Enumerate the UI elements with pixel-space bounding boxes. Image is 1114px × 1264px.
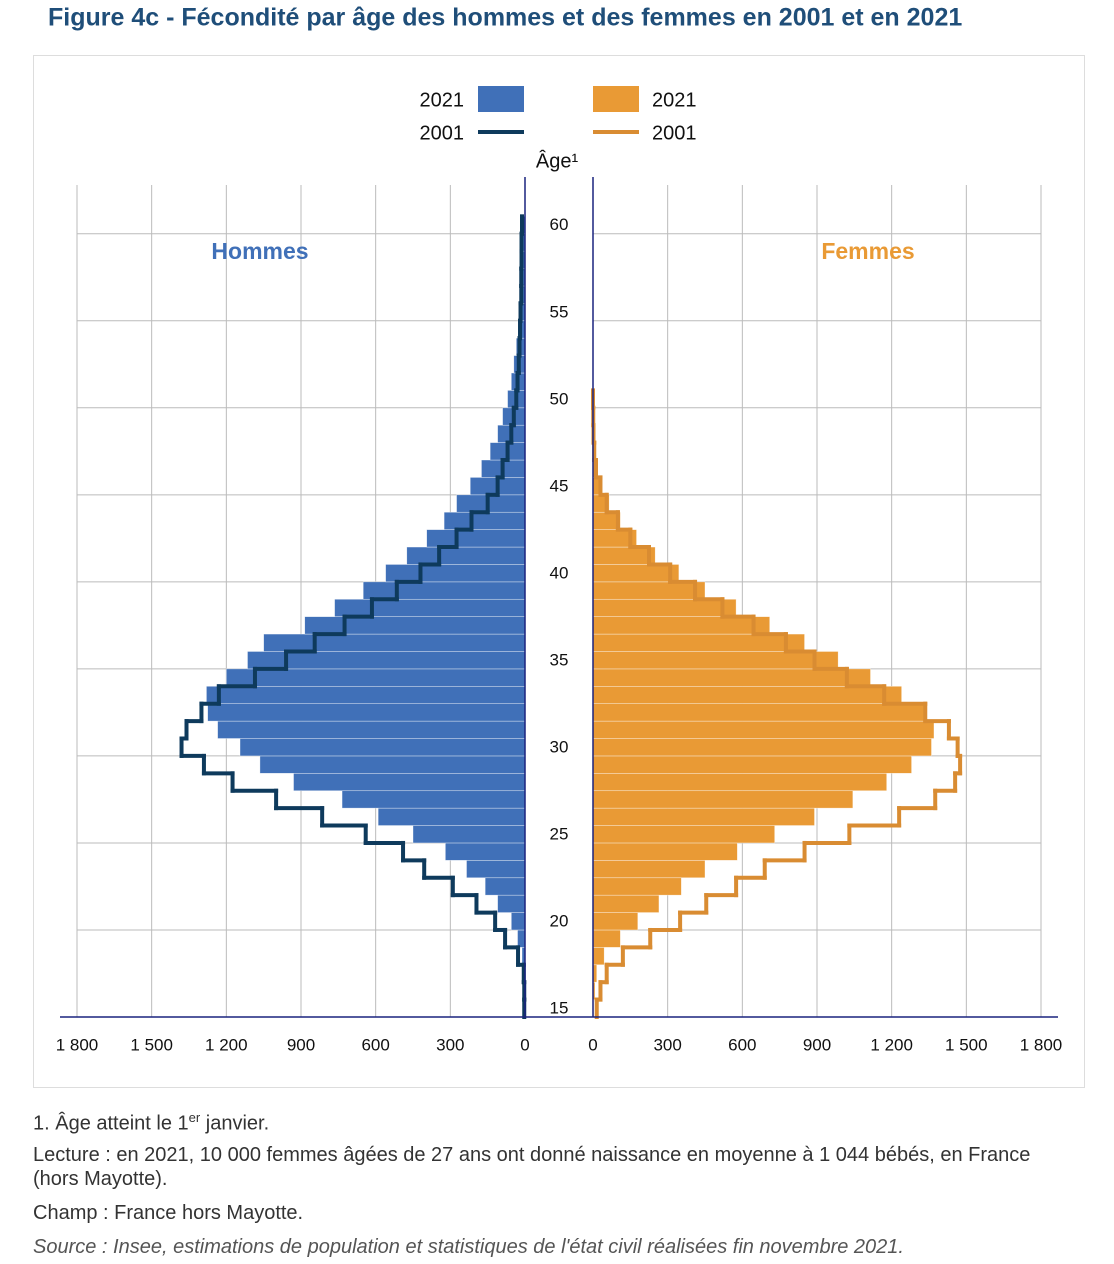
y-tick-label: 30 xyxy=(550,737,569,756)
legend-swatch xyxy=(593,86,639,112)
bar xyxy=(341,790,526,809)
bar xyxy=(377,807,526,826)
bar xyxy=(406,546,526,565)
bar xyxy=(592,947,605,966)
source-note: Source : Insee, estimations de populatio… xyxy=(33,1236,904,1258)
y-axis-title: Âge¹ xyxy=(536,149,579,172)
bar xyxy=(592,685,902,704)
bar xyxy=(239,738,526,757)
bar xyxy=(592,807,815,826)
bar xyxy=(592,929,621,948)
bar xyxy=(592,825,775,844)
bar xyxy=(592,755,912,774)
bar xyxy=(592,668,871,687)
y-tick-label: 45 xyxy=(550,476,569,495)
footnote-sup: er xyxy=(188,1110,201,1125)
bar xyxy=(466,860,526,879)
bar xyxy=(592,564,680,583)
bar xyxy=(592,773,887,792)
x-tick-label: 1 200 xyxy=(870,1035,913,1054)
legend-label: 2021 xyxy=(652,89,697,111)
x-tick-label: 600 xyxy=(728,1035,756,1054)
y-tick-label: 15 xyxy=(550,998,569,1017)
bar xyxy=(592,598,737,617)
x-tick-label: 0 xyxy=(520,1035,529,1054)
x-tick-label: 900 xyxy=(803,1035,831,1054)
bar xyxy=(293,773,526,792)
y-tick-label: 60 xyxy=(550,215,569,234)
y-tick-label: 40 xyxy=(550,563,569,582)
bar xyxy=(362,581,526,600)
x-tick-label: 1 500 xyxy=(945,1035,988,1054)
bar xyxy=(592,720,935,739)
footnote-after: janvier. xyxy=(200,1112,270,1135)
bar xyxy=(592,546,656,565)
bar xyxy=(592,616,771,635)
bar xyxy=(426,529,526,548)
bar xyxy=(304,616,526,635)
bar xyxy=(484,877,526,896)
y-tick-label: 35 xyxy=(550,650,569,669)
chart: Figure 4c - Fécondité par âge des hommes… xyxy=(33,4,1085,1088)
bar xyxy=(592,790,854,809)
bar xyxy=(445,842,526,861)
bar xyxy=(385,564,526,583)
scope-note: Champ : France hors Mayotte. xyxy=(33,1202,304,1224)
panel-label: Femmes xyxy=(821,238,914,264)
bar xyxy=(592,912,639,931)
bar xyxy=(592,894,660,913)
x-tick-label: 1 200 xyxy=(205,1035,248,1054)
panel-label: Hommes xyxy=(211,238,308,264)
bar xyxy=(207,703,526,722)
bar xyxy=(592,738,932,757)
bar xyxy=(247,651,526,670)
bar xyxy=(592,581,706,600)
bar xyxy=(497,894,526,913)
x-tick-label: 600 xyxy=(361,1035,389,1054)
bar xyxy=(259,755,526,774)
x-tick-label: 1 800 xyxy=(56,1035,99,1054)
legend-swatch xyxy=(478,86,524,112)
legend-label: 2021 xyxy=(420,89,465,111)
bar xyxy=(334,598,526,617)
x-tick-label: 1 800 xyxy=(1020,1035,1063,1054)
bar xyxy=(517,929,526,948)
footnote: 1. Âge atteint le 1er janvier. xyxy=(33,1106,1043,1136)
y-tick-label: 25 xyxy=(550,824,569,843)
bar xyxy=(226,668,526,687)
y-tick-label: 50 xyxy=(550,389,569,408)
legend-label: 2001 xyxy=(420,122,465,144)
footnote-text: 1. Âge atteint le 1 xyxy=(33,1112,189,1135)
x-tick-label: 300 xyxy=(653,1035,681,1054)
x-tick-label: 300 xyxy=(436,1035,464,1054)
bar xyxy=(592,877,682,896)
bar xyxy=(511,912,526,931)
y-tick-label: 55 xyxy=(550,302,569,321)
bar xyxy=(592,633,805,652)
chart-title: Figure 4c - Fécondité par âge des hommes… xyxy=(48,4,962,32)
chart-frame xyxy=(33,55,1085,1088)
bar xyxy=(592,842,738,861)
reading-note: Lecture : en 2021, 10 000 femmes âgées d… xyxy=(33,1144,1031,1190)
x-tick-label: 1 500 xyxy=(130,1035,173,1054)
bar xyxy=(592,860,706,879)
y-tick-label: 20 xyxy=(550,911,569,930)
bar xyxy=(217,720,526,739)
bar xyxy=(263,633,526,652)
bar xyxy=(443,511,526,530)
bar xyxy=(592,651,839,670)
bar xyxy=(206,685,526,704)
bar xyxy=(412,825,526,844)
x-tick-label: 0 xyxy=(588,1035,597,1054)
legend-label: 2001 xyxy=(652,122,697,144)
bar xyxy=(592,703,926,722)
x-tick-label: 900 xyxy=(287,1035,315,1054)
bar xyxy=(456,494,526,513)
